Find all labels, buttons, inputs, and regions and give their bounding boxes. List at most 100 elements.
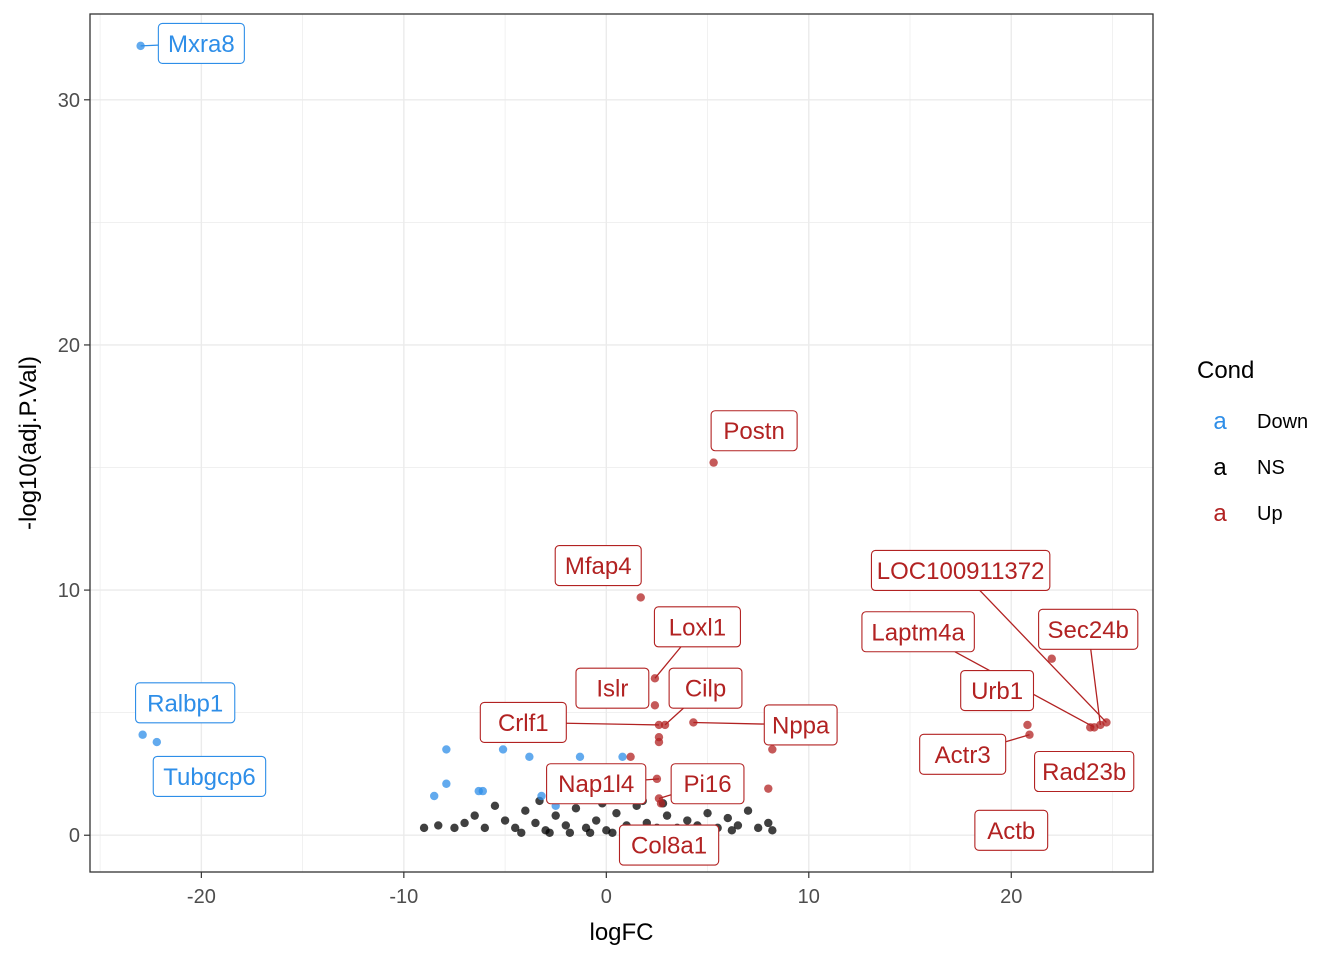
gene-label-loc100911372: LOC100911372 xyxy=(870,549,1051,592)
leader-line xyxy=(1090,649,1102,725)
point-ns xyxy=(723,813,732,823)
gene-label-postn: Postn xyxy=(710,410,798,452)
leader-line xyxy=(566,722,659,726)
point-ns xyxy=(517,828,526,837)
gene-label-box xyxy=(575,667,650,709)
leader-line xyxy=(693,721,765,725)
gene-label-cilp: Cilp xyxy=(668,667,743,709)
point-up xyxy=(709,458,718,467)
x-tick-label: -20 xyxy=(187,886,216,908)
leader-line xyxy=(979,590,1107,723)
point-up xyxy=(689,718,698,727)
gene-label-text: Laptm4a xyxy=(871,619,965,646)
point-ns xyxy=(500,816,510,825)
point-ns xyxy=(480,823,490,833)
gene-label-box xyxy=(479,701,567,744)
point-up xyxy=(1102,718,1111,727)
gene-label-sec24b: Sec24b xyxy=(1038,608,1139,650)
gene-label-mxra8: Mxra8 xyxy=(157,22,245,64)
y-tick-label: 10 xyxy=(58,580,80,602)
point-ns xyxy=(608,828,617,837)
point-ns xyxy=(419,823,429,833)
gene-label-box xyxy=(919,733,1007,775)
gene-label-text: Cilp xyxy=(685,676,726,703)
gene-label-box xyxy=(974,809,1049,851)
gene-label-text: Loxl1 xyxy=(669,614,726,641)
gene-label-loxl1: Loxl1 xyxy=(653,606,741,648)
point-ns xyxy=(764,818,773,828)
gene-label-box xyxy=(763,704,838,746)
legend-label-up: Up xyxy=(1257,503,1283,525)
gene-label-box xyxy=(710,410,798,452)
legend-title: Cond xyxy=(1197,357,1254,384)
gene-label-text: Mfap4 xyxy=(565,553,632,580)
x-tick-label: 20 xyxy=(1000,886,1022,908)
gene-label-box xyxy=(135,682,236,724)
y-tick-label: 20 xyxy=(58,335,80,357)
point-up xyxy=(1047,654,1056,663)
gene-label-box xyxy=(653,606,741,648)
point-down xyxy=(498,745,508,754)
point-up xyxy=(636,593,645,602)
point-ns xyxy=(585,828,595,837)
point-ns xyxy=(753,823,763,833)
gene-label-text: Rad23b xyxy=(1042,759,1126,786)
gene-label-box xyxy=(546,763,647,805)
gene-label-text: Nap1l4 xyxy=(558,771,634,798)
point-down xyxy=(152,737,162,747)
point-ns xyxy=(612,808,621,818)
legend-label-down: Down xyxy=(1257,411,1308,433)
point-up xyxy=(626,752,635,761)
gene-label-text: Crlf1 xyxy=(498,710,549,737)
gene-label-box xyxy=(554,545,642,587)
gene-label-text: Postn xyxy=(723,418,784,445)
gene-label-box xyxy=(670,763,745,805)
point-ns xyxy=(591,816,601,825)
gene-label-box xyxy=(1034,750,1135,793)
gene-label-laptm4a: Laptm4a xyxy=(861,611,975,653)
axes: -20 -10 0 10 20 0 10 20 30 xyxy=(58,90,1023,908)
gene-label-box xyxy=(152,755,267,797)
point-up xyxy=(764,784,773,793)
point-ns xyxy=(727,826,737,835)
point-ns xyxy=(662,811,672,820)
gene-label-text: Actb xyxy=(987,818,1035,845)
point-down xyxy=(537,791,546,801)
point-ns xyxy=(565,828,575,837)
leader-line xyxy=(654,646,682,679)
gene-label-box xyxy=(1038,608,1139,650)
point-up xyxy=(650,701,660,710)
point-ns xyxy=(733,821,743,830)
point-up xyxy=(660,720,670,730)
y-axis-title: -log10(adj.P.Val) xyxy=(15,356,42,530)
point-down xyxy=(618,752,627,761)
point-ns xyxy=(561,821,571,830)
legend-key-ns: a xyxy=(1213,454,1227,481)
point-down xyxy=(430,791,439,801)
legend-key-down: a xyxy=(1213,408,1227,435)
gene-label-text: Mxra8 xyxy=(168,31,235,58)
gene-label-text: Islr xyxy=(596,676,628,703)
x-tick-label: -10 xyxy=(389,886,418,908)
point-ns xyxy=(571,804,581,813)
x-tick-label: 0 xyxy=(601,886,612,908)
point-ns xyxy=(460,818,469,828)
point-ns xyxy=(703,808,712,818)
gene-label-text: Urb1 xyxy=(971,678,1023,705)
point-down xyxy=(442,745,451,754)
gene-label-text: LOC100911372 xyxy=(877,558,1045,585)
x-axis-title: logFC xyxy=(589,919,653,946)
point-ns xyxy=(683,816,692,825)
gene-label-tubgcp6: Tubgcp6 xyxy=(152,755,267,797)
gene-label-mfap4: Mfap4 xyxy=(554,545,642,587)
point-ns xyxy=(551,811,560,820)
gene-label-text: Ralbp1 xyxy=(147,690,223,717)
point-down xyxy=(442,779,451,788)
point-up xyxy=(650,674,660,683)
gene-label-text: Pi16 xyxy=(684,771,732,798)
legend-key-up: a xyxy=(1213,500,1227,527)
gene-label-islr: Islr xyxy=(575,667,650,709)
gene-label-nap1l4: Nap1l4 xyxy=(546,763,647,805)
